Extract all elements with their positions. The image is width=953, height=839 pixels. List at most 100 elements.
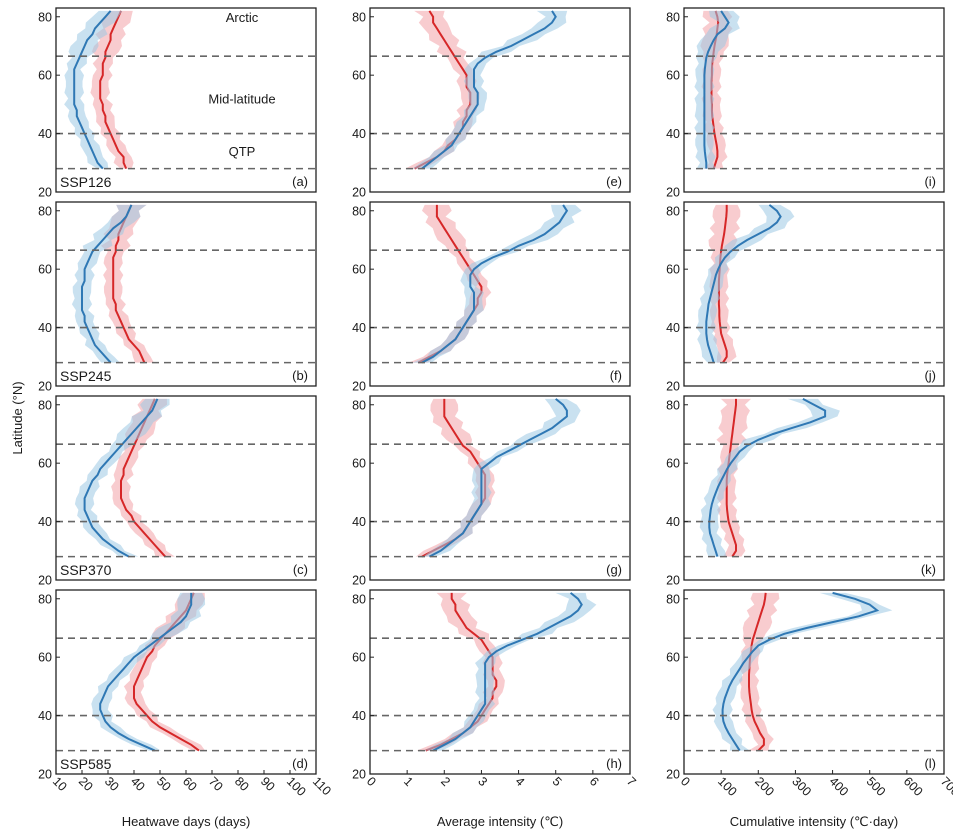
- x-tick-label: 400: [826, 774, 851, 799]
- y-tick-label: 20: [352, 380, 366, 394]
- blue-uncertainty-band: [424, 592, 597, 751]
- y-tick-label: 20: [38, 380, 52, 394]
- column-heatwave-days: 20406080(a)SSP126ArcticMid-latitudeQTP20…: [38, 7, 334, 829]
- y-tick-label: 40: [352, 321, 366, 335]
- x-axis-label: Average intensity (℃): [437, 814, 563, 829]
- panel-letter: (e): [606, 174, 622, 189]
- y-tick-label: 80: [666, 398, 680, 412]
- panel-letter: (a): [292, 174, 308, 189]
- panel-data: [696, 204, 795, 364]
- y-tick-label: 40: [352, 709, 366, 723]
- blue-mean-line: [73, 10, 112, 170]
- y-tick-label: 60: [38, 263, 52, 277]
- region-label-qtp: QTP: [229, 144, 256, 159]
- panel-g: 20 40 60 80 (g): [352, 395, 631, 588]
- x-tick-label: 90: [258, 774, 278, 794]
- blue-uncertainty-band: [71, 204, 147, 363]
- y-tick-label: 20: [666, 380, 680, 394]
- red-uncertainty-band: [738, 592, 780, 751]
- blue-mean-line: [705, 204, 782, 363]
- blue-uncertainty-band: [412, 10, 568, 169]
- region-label-arctic: Arctic: [226, 10, 259, 25]
- panel-letter: (h): [606, 756, 622, 771]
- y-tick-label: 40: [352, 515, 366, 529]
- y-tick-label: 20: [666, 186, 680, 200]
- x-tick-label: 2: [438, 774, 453, 789]
- panel-j: 20 40 60 80 (j): [666, 201, 945, 394]
- y-tick-label: 60: [38, 651, 52, 665]
- y-tick-label: 80: [38, 398, 52, 412]
- x-tick-label: 30: [102, 774, 122, 794]
- x-tick-label: 200: [752, 774, 777, 799]
- panel-f: 20 40 60 80 (f): [352, 201, 631, 394]
- panel-background: [370, 396, 630, 580]
- blue-uncertainty-band: [696, 204, 795, 363]
- blue-mean-line: [421, 10, 557, 170]
- panel-frame: [369, 7, 631, 193]
- panel-data: [694, 10, 740, 169]
- x-tick-label: 300: [789, 774, 814, 799]
- x-tick-label: 110: [310, 774, 334, 798]
- blue-mean-line: [81, 204, 133, 364]
- panel-letter: (k): [921, 562, 936, 577]
- x-tick-label: 0: [364, 774, 379, 789]
- panel-i: 20 40 60 80 (i): [666, 7, 945, 200]
- panel-letter: (d): [292, 756, 308, 771]
- y-tick-label: 60: [352, 651, 366, 665]
- x-tick-label: 600: [901, 774, 926, 799]
- column-average-intensity: 20406080(e)20406080(f)20406080(g)2040608…: [352, 7, 639, 829]
- y-tick-label: 20: [38, 768, 52, 782]
- y-tick-label: 20: [352, 768, 366, 782]
- y-tick-label: 80: [666, 204, 680, 218]
- y-tick-label: 40: [666, 321, 680, 335]
- x-tick-label: 40: [128, 774, 148, 794]
- y-tick-label: 80: [38, 592, 52, 606]
- panel-frame: [55, 7, 317, 193]
- y-tick-label: 40: [666, 127, 680, 141]
- x-tick-label: 20: [76, 774, 96, 794]
- panel-data: [71, 204, 154, 364]
- x-tick-label: 70: [206, 774, 226, 794]
- red-uncertainty-band: [90, 10, 134, 169]
- panel-b: 20 40 60 80 (b) SSP245: [38, 201, 317, 394]
- x-tick-label: 100: [284, 774, 309, 799]
- x-tick-label: 3: [475, 774, 490, 789]
- y-tick-label: 80: [352, 592, 366, 606]
- y-tick-label: 20: [352, 186, 366, 200]
- y-tick-label: 40: [38, 709, 52, 723]
- blue-mean-line: [421, 204, 569, 364]
- x-axis-label: Cumulative intensity (℃·day): [730, 814, 899, 829]
- blue-uncertainty-band: [64, 10, 123, 169]
- y-tick-label: 80: [38, 204, 52, 218]
- scenario-label: SSP585: [60, 756, 112, 772]
- panel-letter: (g): [606, 562, 622, 577]
- y-tick-label: 40: [38, 515, 52, 529]
- blue-mean-line: [99, 592, 193, 752]
- blue-uncertainty-band: [412, 204, 582, 363]
- panel-c: 20 40 60 80 (c) SSP370: [38, 395, 317, 588]
- y-tick-label: 20: [666, 768, 680, 782]
- y-tick-label: 60: [666, 457, 680, 471]
- blue-mean-line: [703, 10, 730, 169]
- panel-frame: [683, 395, 945, 581]
- blue-mean-line: [432, 592, 583, 752]
- panel-k: 20 40 60 80 (k): [666, 395, 945, 588]
- x-tick-label: 100: [715, 774, 740, 799]
- panel-background: [370, 8, 630, 192]
- panel-data: [64, 10, 134, 170]
- y-tick-label: 60: [38, 69, 52, 83]
- x-tick-label: 10: [50, 774, 70, 794]
- panel-letter: (f): [610, 368, 622, 383]
- panel-frame: [369, 589, 631, 775]
- panel-data: [712, 591, 893, 752]
- red-uncertainty-band: [716, 398, 752, 557]
- panel-data: [74, 398, 175, 558]
- red-mean-line: [748, 592, 767, 752]
- column-cumulative-intensity: 20 40 60 80 (i) 20 40 60 80 (j) 20 40 60 80 (k) 20 40 60 8…: [666, 7, 953, 829]
- red-uncertainty-band: [100, 204, 154, 363]
- x-tick-label: 50: [154, 774, 174, 794]
- panel-data: [405, 10, 568, 170]
- x-tick-label: 500: [864, 774, 889, 799]
- blue-uncertainty-band: [91, 592, 206, 751]
